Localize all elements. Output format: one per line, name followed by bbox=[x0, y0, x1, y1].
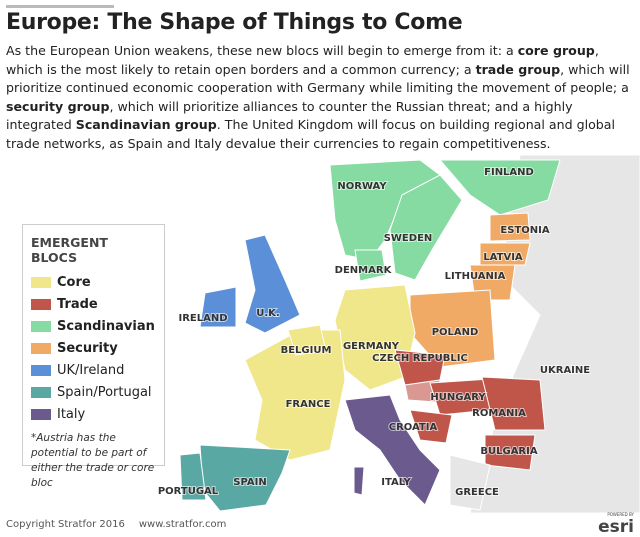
country-label: IRELAND bbox=[178, 313, 227, 324]
intro: As the European Union weakens, these new… bbox=[6, 42, 631, 153]
legend-note: *Austria has the potential to be part of… bbox=[31, 432, 155, 489]
ireland bbox=[199, 286, 237, 328]
legend-item: Scandinavian bbox=[31, 315, 156, 337]
country-label: CZECH REPUBLIC bbox=[372, 353, 468, 364]
country-label: FINLAND bbox=[484, 167, 534, 178]
url[interactable]: www.stratfor.com bbox=[138, 519, 227, 530]
country-label: ROMANIA bbox=[472, 408, 526, 419]
italy bbox=[344, 394, 441, 506]
country-label: ITALY bbox=[381, 477, 411, 488]
intro-segment: , which is the most likely to retain ope… bbox=[6, 43, 599, 77]
legend-label: UK/Ireland bbox=[57, 362, 125, 378]
intro-segment: As the European Union weakens, these new… bbox=[6, 43, 518, 58]
croatia bbox=[409, 409, 453, 444]
legend-items: Core Trade Scandinavian Security UK/Ireland S… bbox=[31, 271, 156, 425]
country-label: UKRAINE bbox=[540, 365, 590, 376]
legend-swatch bbox=[31, 386, 51, 398]
legend-swatch bbox=[31, 320, 51, 332]
bulgaria bbox=[484, 434, 536, 471]
country-label: GERMANY bbox=[343, 341, 400, 352]
country-label: LITHUANIA bbox=[445, 271, 506, 282]
legend-item: UK/Ireland bbox=[31, 359, 156, 381]
legend-item: Security bbox=[31, 337, 156, 359]
country-label: SWEDEN bbox=[384, 233, 433, 244]
country-label: POLAND bbox=[432, 327, 479, 338]
intro-segment: core group bbox=[517, 43, 595, 58]
legend: EMERGENT BLOCS Core Trade Scandinavian Secu… bbox=[22, 224, 165, 489]
country-label: DENMARK bbox=[335, 265, 393, 276]
intro-segment: Scandinavian group bbox=[75, 117, 217, 132]
intro-segment: trade group bbox=[475, 61, 561, 77]
title: Europe: The Shape of Things to Come bbox=[6, 10, 463, 35]
finland bbox=[438, 159, 561, 216]
legend-label: Security bbox=[57, 340, 118, 356]
legend-label: Scandinavian bbox=[57, 318, 155, 334]
logo-caption: POWERED BY bbox=[607, 512, 634, 517]
portugal bbox=[179, 452, 207, 501]
sardinia bbox=[353, 466, 365, 496]
country-label: HUNGARY bbox=[430, 392, 486, 403]
land bbox=[179, 155, 640, 513]
greece bbox=[449, 454, 491, 511]
intro-segment: , which will prioritize alliances to cou… bbox=[6, 98, 573, 133]
logo-text: esri bbox=[598, 517, 634, 537]
country-label: U.K. bbox=[256, 308, 279, 319]
legend-swatch bbox=[31, 276, 51, 288]
legend-swatch bbox=[31, 364, 51, 376]
romania bbox=[481, 376, 546, 431]
belgium bbox=[287, 324, 327, 356]
legend-item: Spain/Portugal bbox=[31, 381, 156, 403]
latvia bbox=[479, 242, 531, 266]
copyright: Copyright Stratfor 2016 bbox=[6, 519, 125, 530]
legend-item: Trade bbox=[31, 293, 156, 315]
country-label: FRANCE bbox=[286, 399, 331, 410]
country-label: SPAIN bbox=[233, 477, 266, 488]
intro-segment: , which will prioritize continued econom… bbox=[6, 61, 630, 96]
title-rule bbox=[6, 5, 114, 8]
country-label: NORWAY bbox=[337, 181, 387, 192]
legend-label: Spain/Portugal bbox=[57, 384, 152, 400]
norway bbox=[329, 159, 441, 261]
sweden bbox=[389, 174, 463, 281]
legend-title: EMERGENT BLOCS bbox=[31, 235, 108, 265]
legend-label: Trade bbox=[57, 296, 98, 312]
logo: POWERED BY esri bbox=[598, 512, 634, 536]
uk bbox=[244, 234, 301, 334]
legend-swatch bbox=[31, 298, 51, 310]
legend-label: Core bbox=[57, 274, 91, 290]
country-label: ESTONIA bbox=[500, 225, 549, 236]
footer: Copyright Stratfor 2016 www.stratfor.com bbox=[6, 519, 240, 530]
legend-swatch bbox=[31, 342, 51, 354]
estonia bbox=[489, 212, 531, 242]
country-label: BULGARIA bbox=[480, 446, 537, 457]
intro-segment: security group bbox=[6, 98, 110, 114]
legend-item: Italy bbox=[31, 403, 156, 425]
legend-item: Core bbox=[31, 271, 156, 293]
country-label: CROATIA bbox=[389, 422, 438, 433]
country-label: LATVIA bbox=[483, 252, 523, 263]
labels: NORWAY FINLAND SWEDEN ESTONIA LATVIA DENMARK L… bbox=[157, 166, 591, 499]
legend-swatch bbox=[31, 408, 51, 420]
intro-segment: . The United Kingdom will focus on build… bbox=[6, 117, 615, 151]
denmark bbox=[354, 249, 387, 282]
germany bbox=[334, 284, 416, 391]
country-label: PORTUGAL bbox=[158, 486, 219, 497]
legend-label: Italy bbox=[57, 406, 86, 422]
country-label: BELGIUM bbox=[281, 345, 332, 356]
country-label: GREECE bbox=[455, 487, 499, 498]
